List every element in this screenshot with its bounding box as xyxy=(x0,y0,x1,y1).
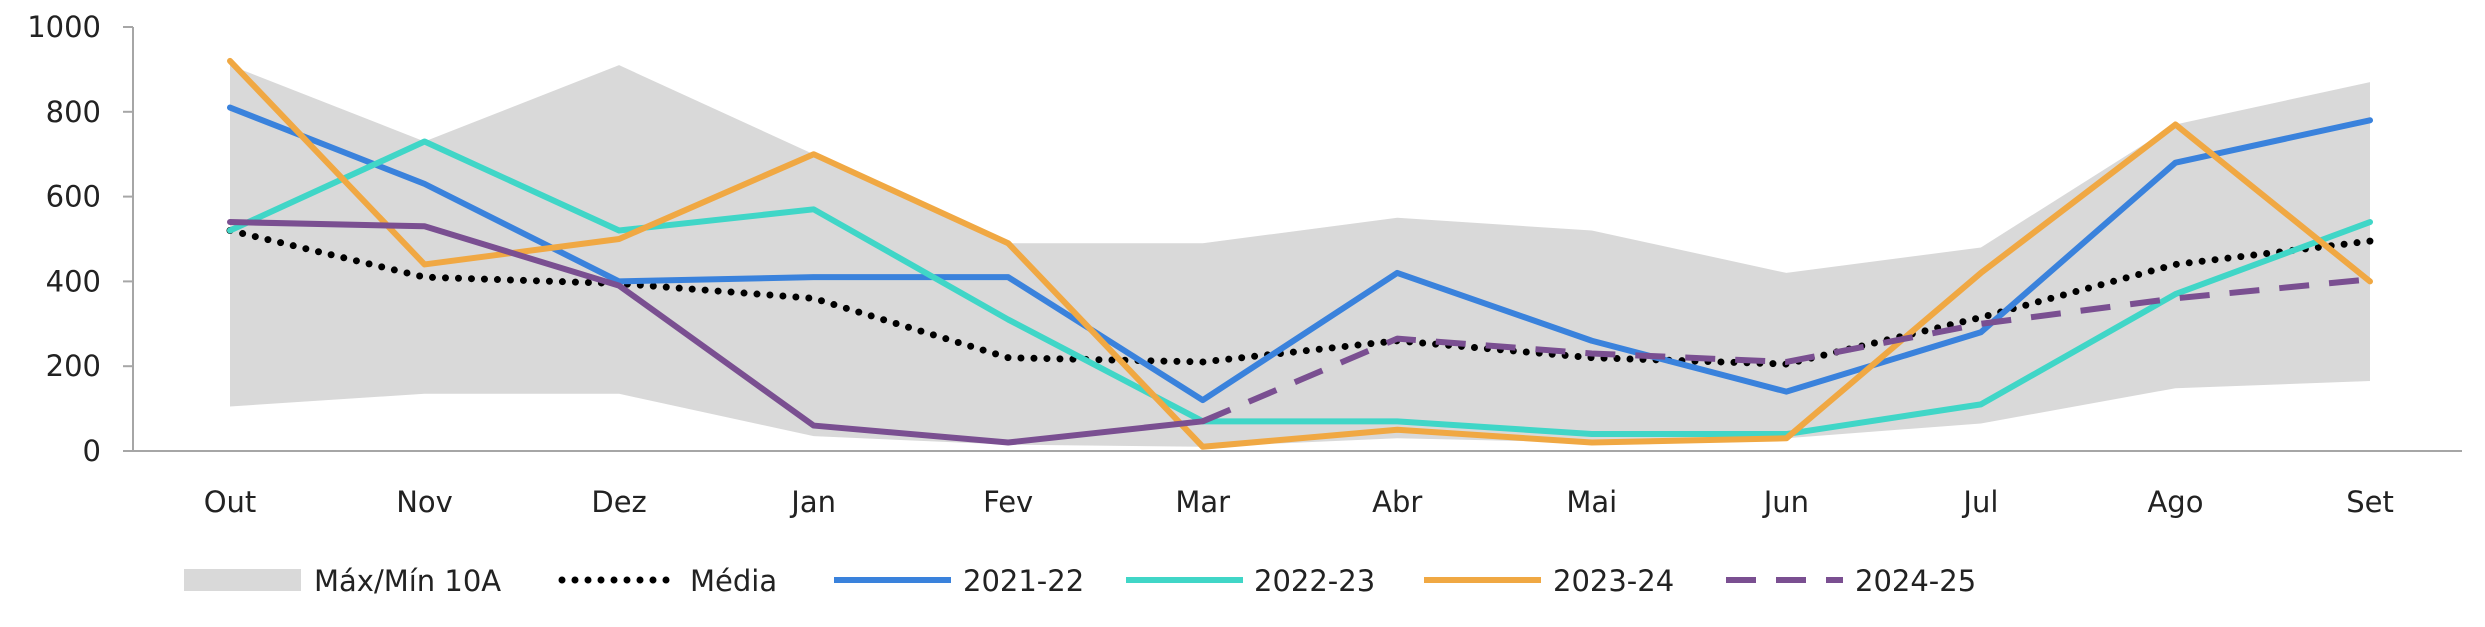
series-line-2024-25-solid xyxy=(227,219,1206,446)
x-tick-label: Mai xyxy=(1566,485,1617,519)
x-tick-label: Set xyxy=(2346,485,2394,519)
band-max-min xyxy=(230,65,2370,447)
y-tick-label: 1000 xyxy=(27,10,101,44)
x-tick-label: Ago xyxy=(2147,485,2203,519)
x-tick-label: Jan xyxy=(789,485,836,519)
series-line-2022-23 xyxy=(227,138,2373,438)
legend-label: 2023-24 xyxy=(1553,564,1674,598)
legend-label: Máx/Mín 10A xyxy=(314,564,501,598)
x-tick-label: Dez xyxy=(591,485,646,519)
x-tick-label: Mar xyxy=(1175,485,1230,519)
series-line-2021-22 xyxy=(227,104,2373,404)
y-tick-label: 600 xyxy=(46,180,101,214)
y-tick-label: 400 xyxy=(46,264,101,298)
legend-label: 2022-23 xyxy=(1254,564,1375,598)
x-tick-label: Jun xyxy=(1762,485,1809,519)
legend-swatch-band xyxy=(184,569,301,591)
legend-label: Média xyxy=(690,564,777,598)
x-tick-label: Jul xyxy=(1961,485,1998,519)
legend-label: 2021-22 xyxy=(963,564,1084,598)
x-tick-label: Abr xyxy=(1372,485,1422,519)
legend-label: 2024-25 xyxy=(1855,564,1976,598)
x-tick-label: Nov xyxy=(396,485,453,519)
x-tick-label: Fev xyxy=(983,485,1033,519)
series-line-2023-24 xyxy=(227,57,2373,450)
y-tick-label: 200 xyxy=(46,349,101,383)
y-tick-label: 800 xyxy=(46,95,101,129)
series-line-media xyxy=(226,227,2374,368)
series-line-2024-25-dashed xyxy=(1201,276,2371,425)
x-tick-label: Out xyxy=(204,485,257,519)
y-tick-label: 0 xyxy=(83,434,101,468)
